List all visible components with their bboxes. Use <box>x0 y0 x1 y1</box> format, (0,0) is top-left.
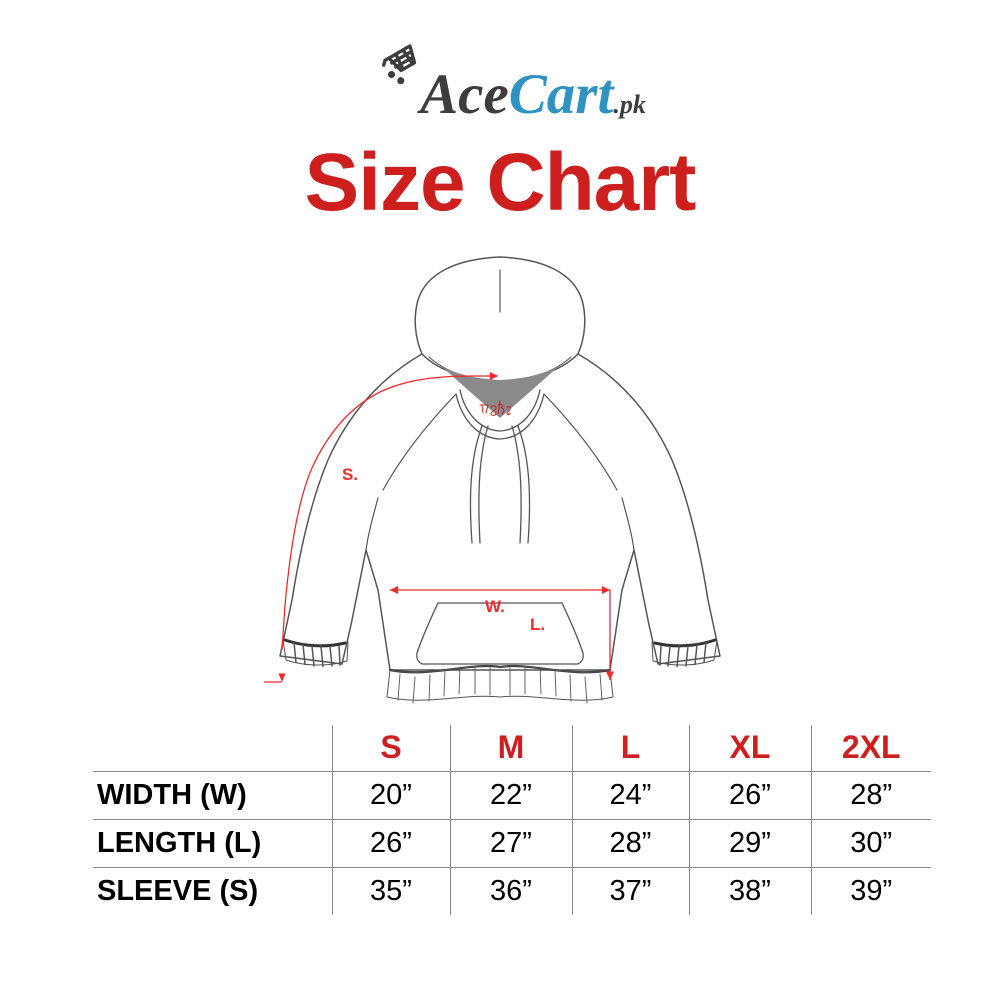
svg-text:S.: S. <box>342 465 358 484</box>
svg-text:W.: W. <box>485 597 505 616</box>
svg-text:L.: L. <box>530 615 545 634</box>
